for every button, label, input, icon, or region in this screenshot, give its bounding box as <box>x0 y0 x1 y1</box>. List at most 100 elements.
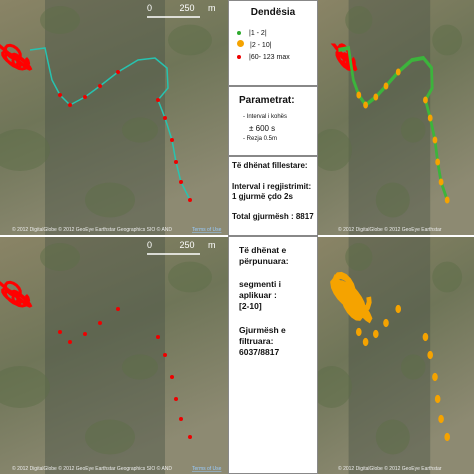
track-point <box>356 91 362 99</box>
vegetation <box>400 117 426 143</box>
scale-distance: 250 <box>179 3 194 13</box>
vegetation <box>375 419 410 455</box>
track-point <box>174 160 178 164</box>
legend-label: |60- 123 max <box>249 54 290 61</box>
track-point <box>438 414 444 424</box>
track-layer <box>330 271 450 442</box>
track-point <box>432 372 438 382</box>
scale-distance: 250 <box>179 240 194 250</box>
track-point <box>156 98 160 102</box>
vegetation <box>400 354 426 380</box>
scale-zero: 0 <box>147 240 152 250</box>
attribution: © 2012 DigitalGlobe © 2012 GeoEye Earths… <box>338 226 442 233</box>
filtered-label: Gjurmësh e filtruara: <box>239 325 286 346</box>
track-cluster <box>330 271 373 324</box>
track-layer <box>0 280 192 439</box>
track-cluster <box>0 280 33 308</box>
track-point <box>174 397 178 401</box>
track-point <box>170 375 174 379</box>
vegetation <box>168 261 212 293</box>
legend-item: |2 - 10| <box>237 40 317 52</box>
track-point <box>116 307 120 311</box>
track-point <box>435 158 441 166</box>
parameter: - Interval i kohës <box>243 114 288 120</box>
track-point <box>422 332 429 342</box>
legend-label: |1 - 2| <box>249 30 267 37</box>
track-point <box>68 340 72 344</box>
track-cluster <box>330 43 358 72</box>
track-point <box>98 321 102 325</box>
attribution: © 2012 DigitalGlobe © 2012 GeoEye Earths… <box>12 226 172 233</box>
vegetation <box>0 366 50 408</box>
vegetation <box>345 243 373 271</box>
legend-label: |2 - 10| <box>250 42 272 49</box>
raw-total: Total gjurmësh : 8817 <box>232 212 314 221</box>
track-point <box>438 178 444 186</box>
track-point <box>423 96 428 104</box>
track-point <box>373 93 379 101</box>
track-cluster <box>0 43 33 71</box>
track-point <box>58 93 62 97</box>
track-point <box>156 335 160 339</box>
vegetation <box>0 129 50 171</box>
track-point <box>444 196 450 204</box>
vegetation <box>85 419 135 455</box>
vegetation <box>375 182 410 218</box>
track-point <box>427 114 433 122</box>
track-point <box>98 84 102 88</box>
attribution: © 2012 DigitalGlobe © 2012 GeoEye Earths… <box>338 465 442 472</box>
scale-zero: 0 <box>147 3 152 13</box>
raw-interval: Interval i regjistrimit: 1 gjurmë çdo 2s <box>232 182 312 201</box>
parameter: - Rezja 0.5m <box>243 136 278 142</box>
track-point <box>356 327 362 337</box>
vegetation <box>122 117 158 143</box>
vegetation <box>432 261 463 293</box>
track-point <box>68 103 72 107</box>
track-point <box>363 101 368 109</box>
attribution: © 2012 DigitalGlobe © 2012 GeoEye Earths… <box>12 465 172 472</box>
track-point <box>395 68 401 76</box>
track-point <box>427 350 433 360</box>
vegetation <box>318 366 352 408</box>
track-point <box>432 136 438 144</box>
parameters-title: Parametrat: <box>239 95 295 106</box>
track-point <box>444 432 450 442</box>
map-density: © 2012 DigitalGlobe © 2012 GeoEye Earths… <box>318 0 474 235</box>
scale-unit: m <box>208 3 216 13</box>
legend-item: |60- 123 max <box>237 52 317 64</box>
vegetation <box>318 129 352 171</box>
legend-item: |1 - 2| <box>237 28 317 40</box>
track-point <box>362 337 369 347</box>
scale-unit: m <box>208 240 216 250</box>
track-layer <box>330 43 450 204</box>
vegetation <box>85 182 135 218</box>
terms-link: Terms of Use <box>192 227 222 233</box>
track-point <box>170 138 174 142</box>
terms-link: Terms of Use <box>192 466 222 472</box>
track-point <box>83 95 87 99</box>
raw-title: Të dhënat fillestare: <box>232 161 308 170</box>
track-point <box>383 82 389 90</box>
track-point <box>58 330 62 334</box>
track-point <box>116 70 120 74</box>
vegetation <box>122 354 158 380</box>
track-point <box>395 304 402 314</box>
vegetation <box>432 24 463 56</box>
parameter: ± 600 s <box>249 124 276 133</box>
segment-label: segmenti i aplikuar : <box>239 279 282 300</box>
raw-data-panel: Të dhënat fillestare: Interval i regjist… <box>228 156 318 236</box>
map-filtered: © 2012 DigitalGlobe © 2012 GeoEye Earths… <box>318 237 474 474</box>
track-layer <box>0 43 192 202</box>
vegetation <box>345 6 373 34</box>
segment: [2-10] <box>239 301 262 311</box>
processed-panel: Të dhënat e përpunuara: segmenti i aplik… <box>228 236 318 474</box>
track-point <box>163 116 167 120</box>
track-point <box>179 417 183 421</box>
legend-title: Dendësia <box>250 7 296 18</box>
track-point <box>188 435 192 439</box>
track-point <box>179 180 183 184</box>
map-raw: 0 250 m © 2012 DigitalGlobe © 2012 GeoEye E… <box>0 0 228 235</box>
track-point <box>434 394 441 404</box>
vegetation <box>168 24 212 56</box>
